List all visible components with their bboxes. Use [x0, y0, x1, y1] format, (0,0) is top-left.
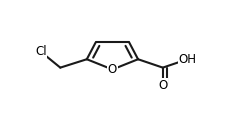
Text: O: O [158, 79, 167, 92]
Text: O: O [107, 63, 116, 76]
Text: Cl: Cl [35, 45, 47, 58]
Text: OH: OH [178, 53, 196, 66]
